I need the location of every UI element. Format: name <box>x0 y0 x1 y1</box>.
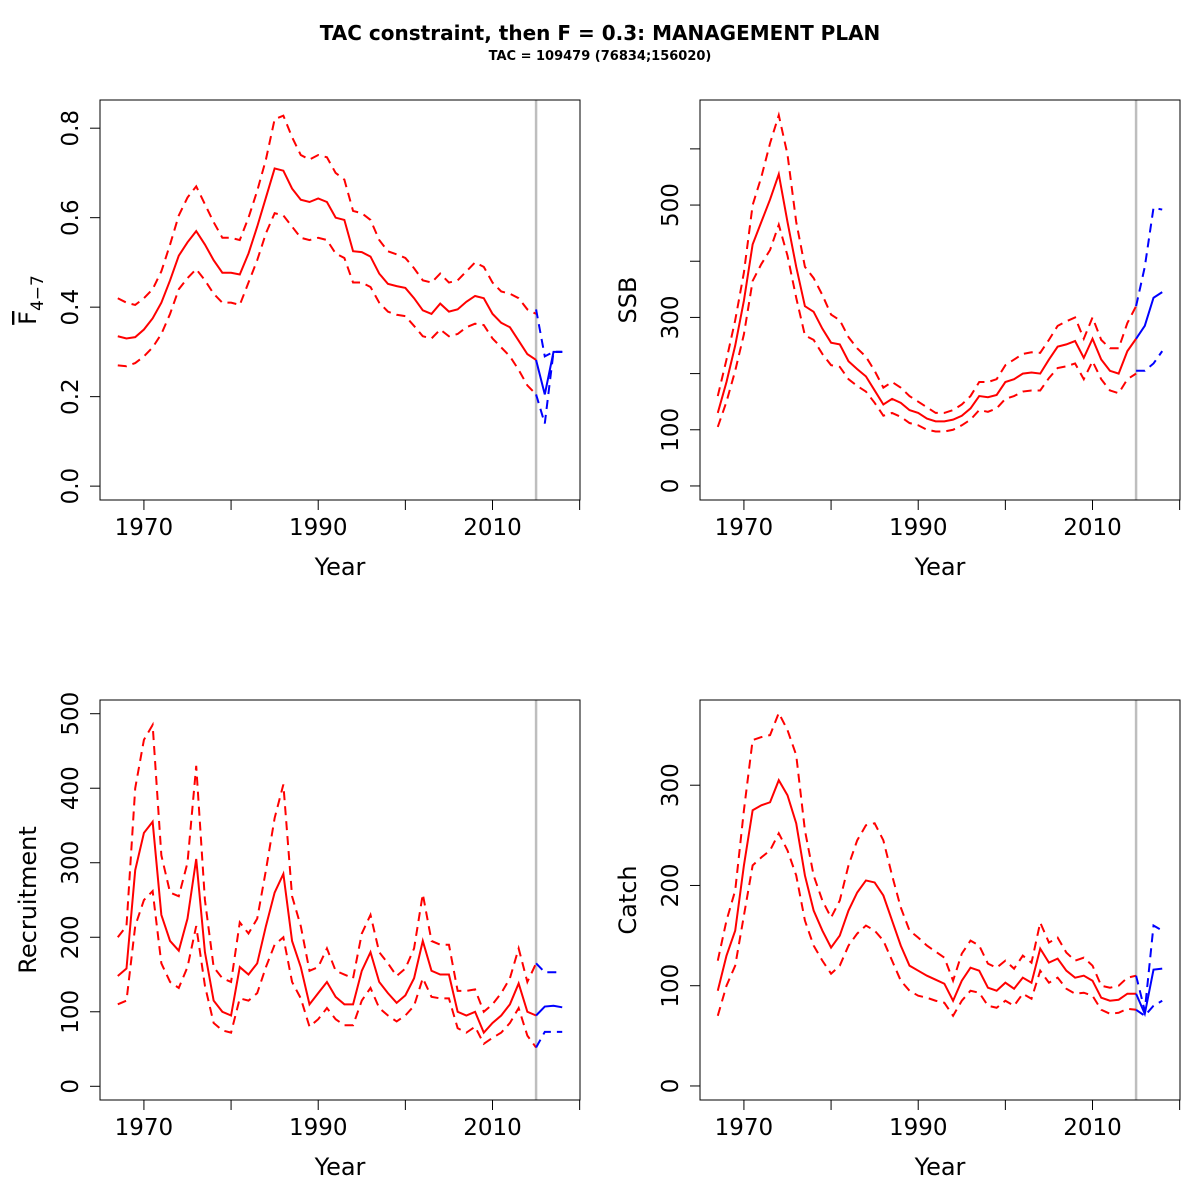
series-line <box>535 962 563 974</box>
y-axis-label-main: F <box>14 311 42 325</box>
plot-frame <box>699 99 1181 501</box>
y-axis-label-main: SSB <box>614 277 642 324</box>
plot-frame <box>99 99 581 501</box>
y-axis-label-main: Catch <box>614 865 642 934</box>
y-tick-label: 200 <box>58 915 84 959</box>
y-tick-label: 200 <box>658 864 684 908</box>
series-line <box>1136 350 1164 372</box>
y-axis-label: Recruitment <box>14 826 42 973</box>
series-line <box>535 309 563 358</box>
series-line <box>535 1030 563 1049</box>
series-line <box>716 777 1137 1004</box>
y-tick-label: 0 <box>658 1079 684 1094</box>
y-tick-label: 0.0 <box>58 468 84 505</box>
series-line <box>716 221 1137 433</box>
x-tick-label: 2010 <box>463 1115 522 1141</box>
series-line <box>535 350 563 424</box>
x-tick-label: 2010 <box>1063 515 1122 541</box>
y-axis-label: Catch <box>614 865 642 934</box>
x-tick-label: 1990 <box>889 515 948 541</box>
plot-frame <box>99 699 581 1101</box>
series-line <box>1135 206 1163 307</box>
y-axis-label: F4−7 <box>14 275 48 325</box>
y-tick-label: 300 <box>658 295 684 339</box>
x-axis-label: Year <box>314 553 366 581</box>
series-line <box>1135 967 1163 1018</box>
y-tick-label: 500 <box>658 183 684 227</box>
series-line <box>117 888 537 1049</box>
y-axis-label-main: Recruitment <box>14 826 42 973</box>
x-tick-label: 1970 <box>115 515 174 541</box>
series-line <box>117 212 537 396</box>
y-tick-label: 100 <box>658 964 684 1008</box>
series-line <box>117 819 537 1035</box>
y-tick-label: 0 <box>58 1079 84 1094</box>
y-tick-label: 300 <box>658 763 684 807</box>
page-title: TAC constraint, then F = 0.3: MANAGEMENT… <box>320 21 881 45</box>
y-tick-label: 0 <box>658 479 684 494</box>
panel: 1970 1990 2010 0 100 300 500 Year SSB <box>614 99 1181 581</box>
series-line <box>716 831 1137 1018</box>
y-tick-label: 0.6 <box>58 199 84 236</box>
x-tick-label: 1970 <box>715 1115 774 1141</box>
y-axis-label: SSB <box>614 277 642 324</box>
x-tick-label: 1970 <box>115 1115 174 1141</box>
y-tick-label: 100 <box>658 408 684 452</box>
series-line <box>1135 999 1163 1018</box>
series-line <box>117 167 537 361</box>
series-line <box>716 710 1137 989</box>
x-tick-label: 1990 <box>289 515 348 541</box>
panel: 1970 1990 2010 0.0 0.2 0.4 0.6 0.8 Year F4−7 <box>14 99 581 581</box>
y-tick-label: 0.8 <box>58 110 84 147</box>
panel: 1970 1990 2010 0 100 200 300 Year Catch <box>614 699 1181 1181</box>
page-subtitle: TAC = 109479 (76834;156020) <box>489 49 712 64</box>
series-line <box>1135 291 1163 340</box>
y-tick-label: 400 <box>58 766 84 810</box>
plot-frame <box>699 699 1181 1101</box>
series-line <box>535 1004 563 1017</box>
x-tick-label: 1970 <box>715 515 774 541</box>
x-tick-label: 1990 <box>889 1115 948 1141</box>
x-axis-label: Year <box>314 1153 366 1181</box>
x-axis-label: Year <box>914 553 966 581</box>
x-tick-label: 1990 <box>289 1115 348 1141</box>
x-tick-label: 2010 <box>463 515 522 541</box>
y-tick-label: 0.2 <box>58 378 84 415</box>
y-tick-label: 0.4 <box>58 289 84 326</box>
series-line <box>1135 923 1163 1012</box>
series-line <box>117 114 537 315</box>
y-tick-label: 100 <box>58 990 84 1034</box>
y-axis-label-sub: 4−7 <box>28 275 48 311</box>
series-line <box>116 721 537 1014</box>
panel: 1970 1990 2010 0 100 200 300 400 500 Year Recruitm… <box>14 692 581 1181</box>
x-axis-label: Year <box>914 1153 966 1181</box>
y-tick-label: 300 <box>58 841 84 885</box>
series-line <box>716 170 1137 423</box>
series-line <box>716 111 1137 414</box>
y-tick-label: 500 <box>58 692 84 736</box>
x-tick-label: 2010 <box>1063 1115 1122 1141</box>
